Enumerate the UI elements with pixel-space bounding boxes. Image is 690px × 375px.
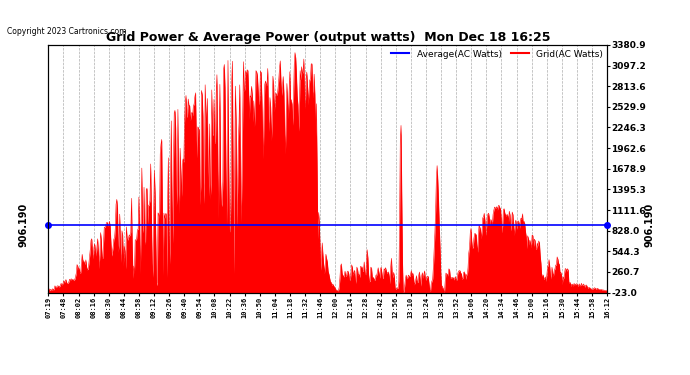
Text: 906.190: 906.190 xyxy=(644,203,654,247)
Title: Grid Power & Average Power (output watts)  Mon Dec 18 16:25: Grid Power & Average Power (output watts… xyxy=(106,31,550,44)
Text: Copyright 2023 Cartronics.com: Copyright 2023 Cartronics.com xyxy=(7,27,126,36)
Legend: Average(AC Watts), Grid(AC Watts): Average(AC Watts), Grid(AC Watts) xyxy=(391,50,602,58)
Text: 906.190: 906.190 xyxy=(18,203,28,247)
